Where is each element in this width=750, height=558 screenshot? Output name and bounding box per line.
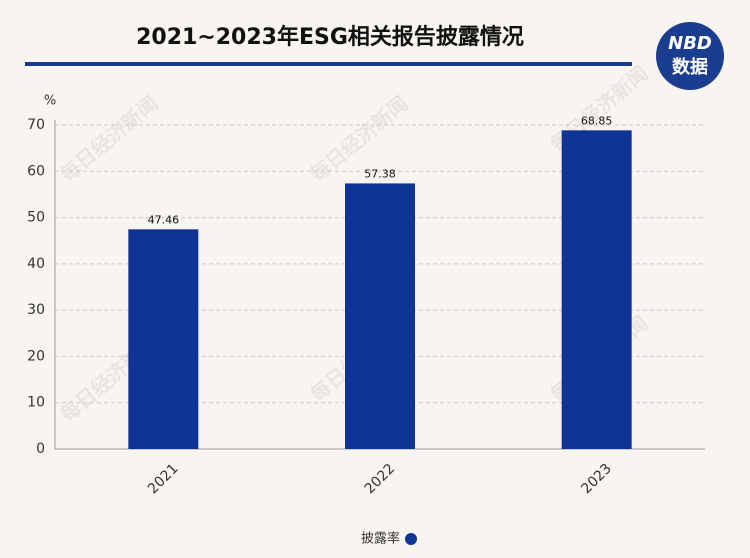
bar <box>561 130 632 449</box>
y-tick-label: 70 <box>27 117 45 133</box>
legend-marker <box>405 533 417 545</box>
logo-text: NBD <box>668 33 712 54</box>
logo-subtext: 数据 <box>672 56 708 78</box>
legend-label: 披露率 <box>361 531 400 547</box>
bar <box>345 183 415 449</box>
logo <box>656 22 724 90</box>
title-rule <box>25 62 632 66</box>
chart-title: 2021~2023年ESG相关报告披露情况 <box>136 24 524 50</box>
value-label: 68.85 <box>581 114 613 127</box>
y-tick-label: 10 <box>27 395 45 411</box>
y-tick-label: 30 <box>27 302 45 318</box>
y-tick-label: 40 <box>27 256 45 272</box>
y-tick-label: 60 <box>27 163 45 179</box>
value-label: 57.38 <box>364 167 396 180</box>
y-tick-label: 0 <box>36 441 45 457</box>
y-tick-label: 20 <box>27 348 45 364</box>
y-unit: % <box>44 94 56 109</box>
value-label: 47.46 <box>148 213 180 226</box>
y-tick-label: 50 <box>27 210 45 226</box>
bar <box>128 229 199 449</box>
